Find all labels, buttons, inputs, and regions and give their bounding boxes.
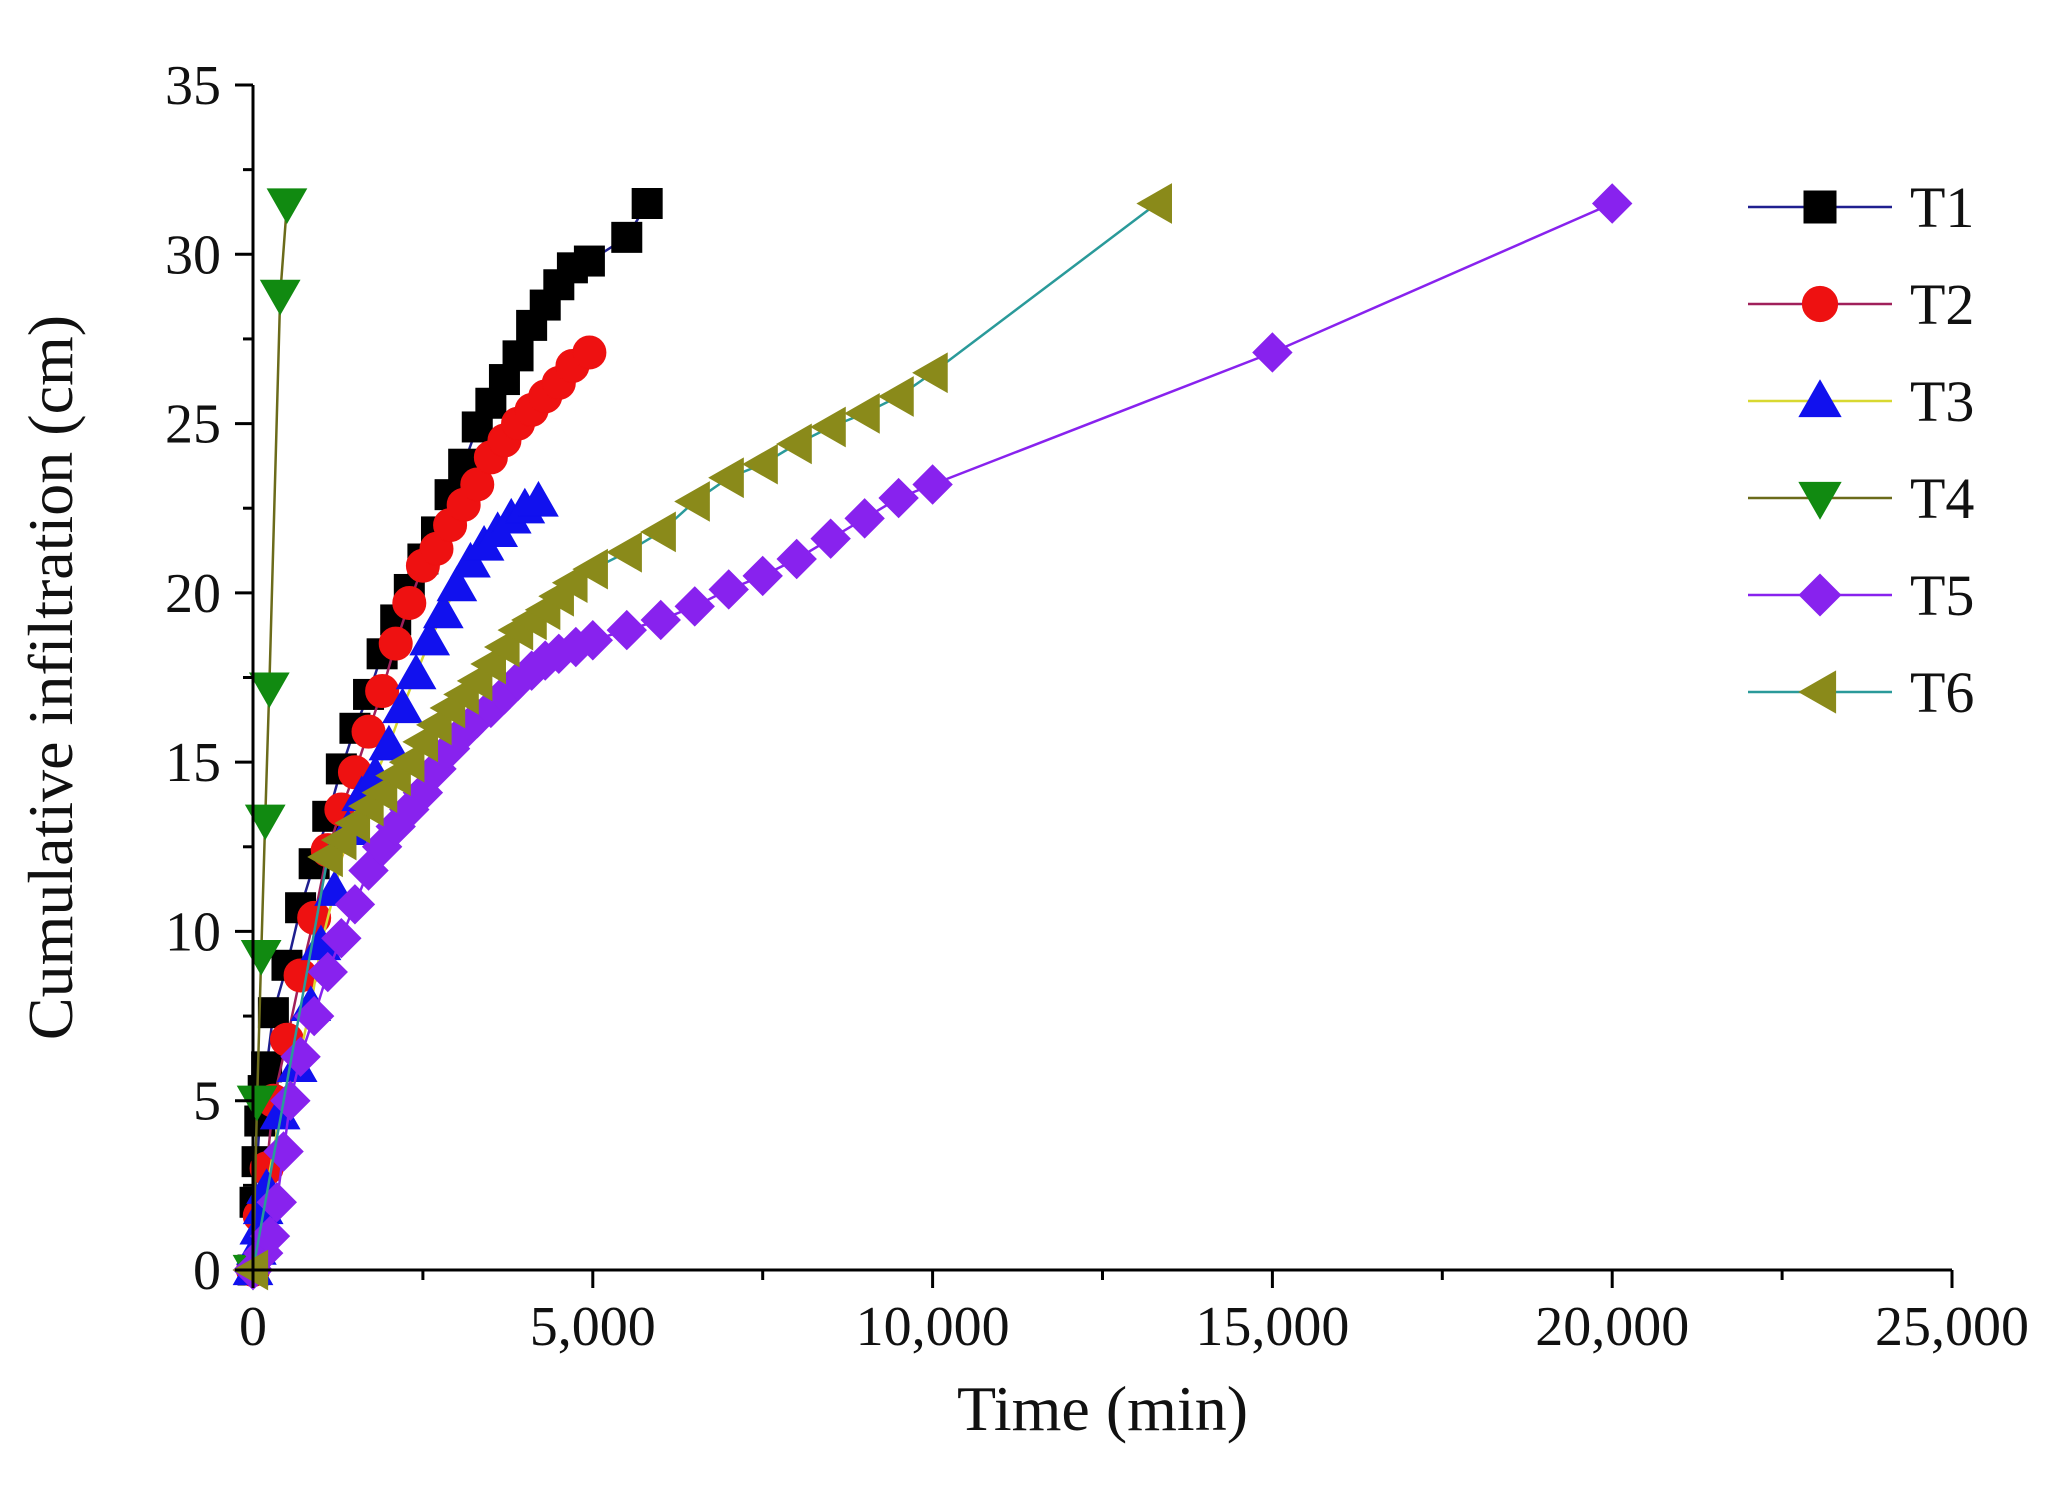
legend-label-t1: T1 bbox=[1910, 175, 1974, 240]
data-point-t6 bbox=[810, 406, 846, 448]
data-point-t5 bbox=[640, 599, 681, 641]
legend-label-t3: T3 bbox=[1910, 369, 1974, 434]
data-point-t2 bbox=[378, 626, 413, 661]
data-point-t1 bbox=[611, 221, 643, 253]
x-tick-label: 0 bbox=[239, 1296, 267, 1358]
data-point-t3 bbox=[368, 724, 410, 761]
data-point-t4 bbox=[259, 279, 301, 316]
legend-item-t2: T2 bbox=[1748, 272, 1974, 337]
data-point-t6 bbox=[776, 423, 812, 465]
data-point-t1 bbox=[573, 245, 605, 277]
x-tick-label: 10,000 bbox=[856, 1296, 1010, 1358]
data-point-t5 bbox=[878, 477, 919, 519]
data-point-t4 bbox=[236, 1085, 278, 1122]
data-point-t4 bbox=[248, 672, 290, 709]
series-layer bbox=[232, 183, 1633, 1291]
data-point-t4 bbox=[240, 940, 282, 976]
data-point-t3 bbox=[382, 687, 423, 724]
data-point-t6 bbox=[388, 741, 425, 783]
data-point-t5 bbox=[321, 917, 362, 959]
data-point-t5 bbox=[708, 569, 749, 610]
y-tick-label: 20 bbox=[165, 563, 221, 625]
data-point-t2 bbox=[460, 467, 495, 502]
data-point-t5 bbox=[572, 620, 614, 661]
data-point-t1 bbox=[251, 1051, 283, 1083]
data-point-t5 bbox=[810, 518, 851, 559]
legend-marker-t3 bbox=[1798, 379, 1842, 418]
x-tick-label: 25,000 bbox=[1875, 1296, 2029, 1358]
data-point-t3 bbox=[518, 480, 559, 517]
legend-marker-t5 bbox=[1798, 573, 1842, 617]
data-point-t3 bbox=[395, 653, 437, 690]
data-point-t6 bbox=[674, 481, 710, 522]
data-point-t3 bbox=[422, 592, 464, 629]
y-axis-ticks: 0 5 10 15 20 25 30 35 bbox=[165, 55, 253, 1302]
x-tick-label: 15,000 bbox=[1195, 1296, 1349, 1358]
x-tick-label: 20,000 bbox=[1535, 1296, 1689, 1358]
data-point-t6 bbox=[708, 457, 744, 499]
data-point-t6 bbox=[640, 511, 676, 553]
legend-marker-t6 bbox=[1798, 670, 1837, 714]
data-point-t5 bbox=[606, 609, 647, 651]
data-point-t6 bbox=[572, 548, 608, 590]
data-point-t6 bbox=[551, 562, 588, 604]
legend-label-t6: T6 bbox=[1910, 660, 1974, 725]
data-point-t2 bbox=[572, 335, 607, 370]
legend-item-t4: T4 bbox=[1748, 466, 1974, 531]
data-point-t1 bbox=[502, 340, 534, 372]
data-point-t5 bbox=[334, 884, 376, 925]
legend-marker-t1 bbox=[1803, 190, 1837, 224]
legend-item-t1: T1 bbox=[1748, 175, 1974, 240]
data-point-t5 bbox=[776, 538, 817, 580]
data-point-t5 bbox=[1252, 332, 1293, 373]
data-point-t5 bbox=[742, 555, 783, 597]
x-axis-title: Time (min) bbox=[957, 1373, 1248, 1444]
legend-label-t4: T4 bbox=[1910, 466, 1974, 531]
y-tick-label: 15 bbox=[165, 732, 221, 794]
data-point-t2 bbox=[365, 674, 400, 709]
data-point-t3 bbox=[436, 565, 478, 602]
data-point-t4 bbox=[244, 804, 286, 841]
data-point-t4 bbox=[266, 188, 308, 225]
series-t5 bbox=[232, 183, 1633, 1291]
data-point-t5 bbox=[844, 498, 885, 539]
x-tick-label: 5,000 bbox=[530, 1296, 656, 1358]
data-point-t5 bbox=[249, 1215, 291, 1257]
data-point-t6 bbox=[912, 352, 948, 394]
data-point-t5 bbox=[1591, 183, 1633, 224]
y-tick-label: 0 bbox=[193, 1240, 221, 1302]
legend-label-t2: T2 bbox=[1910, 272, 1974, 337]
data-point-t6 bbox=[606, 531, 642, 573]
legend-label-t5: T5 bbox=[1910, 563, 1974, 628]
data-point-t2 bbox=[392, 586, 427, 621]
data-point-t6 bbox=[844, 393, 880, 434]
y-tick-label: 5 bbox=[193, 1071, 221, 1133]
data-point-t6 bbox=[878, 376, 914, 417]
y-tick-label: 25 bbox=[165, 394, 221, 456]
y-tick-label: 30 bbox=[165, 224, 221, 286]
legend-item-t5: T5 bbox=[1748, 563, 1974, 628]
legend: T1 T2 T3 T4 T5 T6 bbox=[1748, 175, 1974, 725]
y-axis-title: Cumulative infiltration (cm) bbox=[15, 315, 86, 1040]
data-point-t1 bbox=[631, 188, 663, 219]
x-axis-ticks: 0 5,000 10,000 15,000 20,000 25,000 bbox=[239, 1270, 2029, 1358]
data-point-t5 bbox=[674, 586, 715, 627]
legend-marker-t2 bbox=[1801, 285, 1839, 323]
y-tick-label: 35 bbox=[165, 55, 221, 117]
legend-marker-t4 bbox=[1798, 481, 1842, 520]
series-t4 bbox=[232, 188, 308, 1291]
data-point-t3 bbox=[409, 619, 451, 656]
legend-item-t3: T3 bbox=[1748, 369, 1974, 434]
data-point-t6 bbox=[1136, 183, 1172, 224]
data-point-t6 bbox=[742, 443, 778, 485]
y-tick-label: 10 bbox=[165, 901, 221, 963]
legend-item-t6: T6 bbox=[1748, 660, 1974, 725]
data-point-t5 bbox=[307, 951, 348, 993]
axes-layer: 0 5,000 10,000 15,000 20,000 25,000 0 5 10 15 20 2… bbox=[15, 55, 2029, 1444]
data-point-t5 bbox=[912, 464, 953, 505]
